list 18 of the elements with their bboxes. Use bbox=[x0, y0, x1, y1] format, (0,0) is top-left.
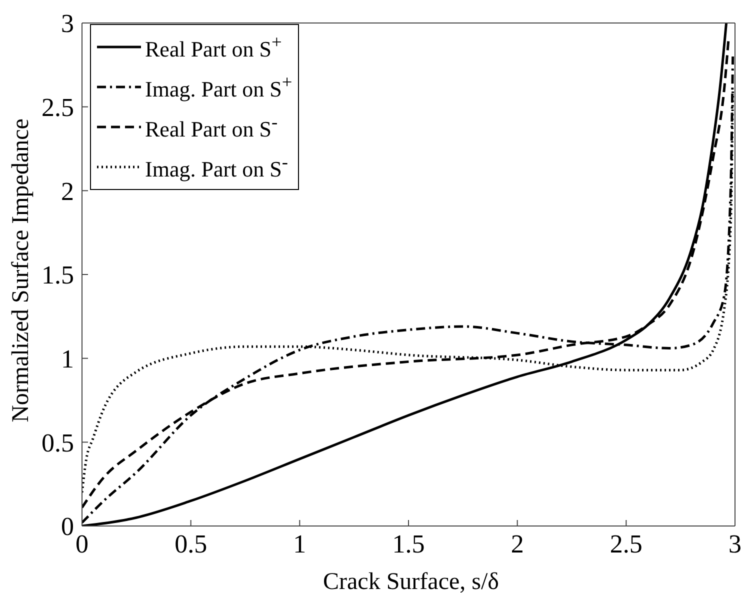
legend-label: Real Part on S$^{+}$ bbox=[145, 32, 282, 62]
y-tick-label: 2 bbox=[61, 176, 74, 206]
legend-label: Real Part on S$^{-}$ bbox=[145, 112, 278, 142]
y-tick-label: 2.5 bbox=[42, 93, 74, 122]
x-tick-label: 1 bbox=[293, 529, 306, 558]
y-tick-label: 3 bbox=[61, 9, 74, 38]
y-tick-label: 1 bbox=[61, 344, 74, 374]
legend-label: Imag. Part on S$^{+}$ bbox=[145, 72, 292, 102]
legend-label: Imag. Part on S$^{-}$ bbox=[145, 152, 288, 182]
x-tick-label: 2 bbox=[510, 529, 524, 558]
x-tick-label: 0.5 bbox=[174, 529, 208, 558]
x-axis-title: Crack Surface, s/δ bbox=[323, 569, 499, 593]
x-tick-label: 3 bbox=[728, 529, 742, 558]
y-tick-label: 0.5 bbox=[42, 428, 74, 458]
y-axis-title: Normalized Surface Impedance bbox=[8, 118, 34, 422]
x-tick-label: 2.5 bbox=[610, 529, 642, 558]
y-tick-label: 1.5 bbox=[42, 260, 74, 290]
x-tick-label: 1.5 bbox=[392, 529, 425, 558]
